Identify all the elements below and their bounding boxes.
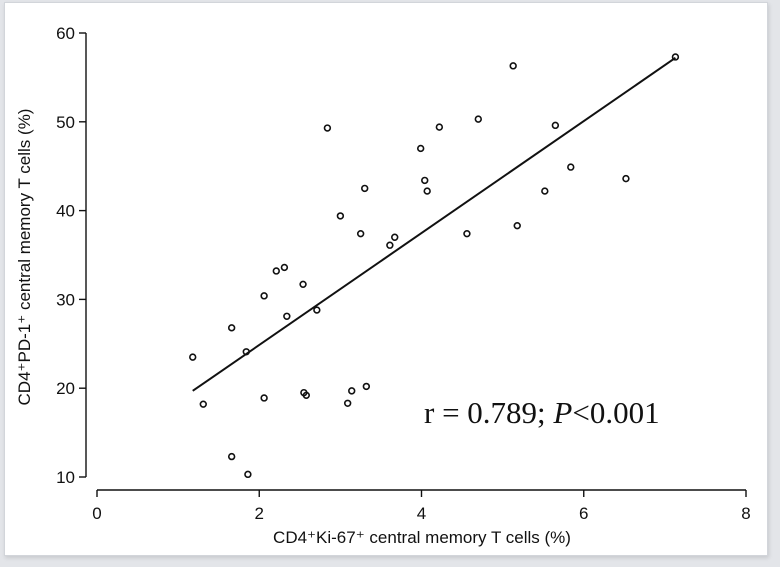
x-tick-label: 6 [579,504,588,523]
x-tick-label: 2 [255,504,264,523]
y-tick-label: 40 [56,202,75,221]
data-point [244,470,252,479]
data-point [362,382,371,391]
y-axis-title: CD4⁺PD-1⁺ central memory T cells (%) [15,109,34,406]
data-point [356,229,365,238]
y-axis-ticks: 10 20 30 40 50 60 [56,24,86,487]
x-axis-title: CD4⁺Ki-67⁺ central memory T cells (%) [273,528,571,547]
x-tick-label: 4 [417,504,426,523]
data-point [435,123,444,131]
data-points [189,53,680,479]
y-tick-label: 60 [56,24,75,43]
data-point [280,263,289,272]
data-point [227,324,236,332]
data-point [199,400,207,408]
data-point [313,306,321,314]
data-point [227,452,236,461]
data-point [323,124,332,132]
data-point [541,187,549,195]
annotation-p-value: <0.001 [572,395,659,430]
y-tick-label: 20 [56,379,75,398]
data-point [474,115,482,123]
data-point [622,174,630,183]
x-tick-label: 8 [741,504,750,523]
data-point [283,312,291,320]
data-point [272,267,280,275]
data-point [386,241,394,249]
data-point [302,391,311,400]
annotation-p-symbol: P [552,395,572,430]
data-point [361,184,369,193]
data-point [391,233,399,241]
data-point [416,144,425,153]
data-point [299,280,307,289]
data-point [423,187,431,195]
data-point [348,387,356,395]
y-tick-label: 10 [56,468,75,487]
x-axis-ticks: 0 2 4 6 8 [92,490,751,523]
data-point [336,212,345,220]
data-point [343,399,352,407]
regression-line [192,57,676,392]
correlation-annotation: r = 0.789; P<0.001 [424,395,660,430]
figure-background [4,2,768,556]
annotation-r-value: r = 0.789; [424,395,553,430]
y-tick-label: 50 [56,113,75,132]
data-point [513,221,521,230]
data-point [260,292,268,300]
data-point [567,163,575,171]
x-tick-label: 0 [92,504,101,523]
data-point [509,62,517,70]
data-point [189,353,197,361]
data-point [463,229,471,238]
data-point [551,121,560,130]
data-point [421,176,429,185]
regression-line-group [192,57,676,392]
data-point [260,394,268,402]
y-tick-label: 30 [56,290,75,309]
data-point [671,53,680,61]
